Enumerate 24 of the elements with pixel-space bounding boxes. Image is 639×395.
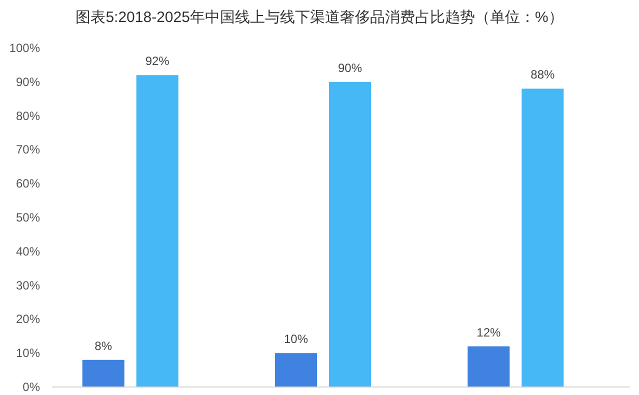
chart-title: 图表5:2018-2025年中国线上与线下渠道奢侈品消费占比趋势（单位：%） bbox=[76, 9, 564, 26]
y-tick-label: 20% bbox=[16, 312, 40, 326]
y-tick-label: 70% bbox=[16, 142, 40, 157]
bar bbox=[136, 75, 178, 387]
data-label: 90% bbox=[338, 60, 362, 75]
bar bbox=[329, 82, 371, 387]
y-tick-label: 0% bbox=[22, 380, 40, 394]
y-tick-label: 80% bbox=[16, 108, 40, 123]
data-label: 8% bbox=[94, 338, 112, 353]
bar bbox=[275, 353, 317, 387]
y-tick-label: 10% bbox=[16, 346, 40, 360]
y-tick-label: 60% bbox=[16, 176, 40, 191]
bar bbox=[522, 88, 564, 387]
y-tick-label: 40% bbox=[16, 244, 40, 258]
data-label: 92% bbox=[145, 54, 170, 68]
data-label: 12% bbox=[476, 325, 501, 340]
y-tick-label: 100% bbox=[9, 41, 40, 55]
y-tick-label: 30% bbox=[16, 278, 40, 292]
y-tick-label: 90% bbox=[16, 74, 40, 89]
y-tick-label: 50% bbox=[16, 210, 40, 224]
data-label: 88% bbox=[530, 68, 555, 82]
bar bbox=[468, 346, 510, 387]
data-label: 10% bbox=[284, 332, 308, 346]
bar bbox=[82, 360, 124, 387]
